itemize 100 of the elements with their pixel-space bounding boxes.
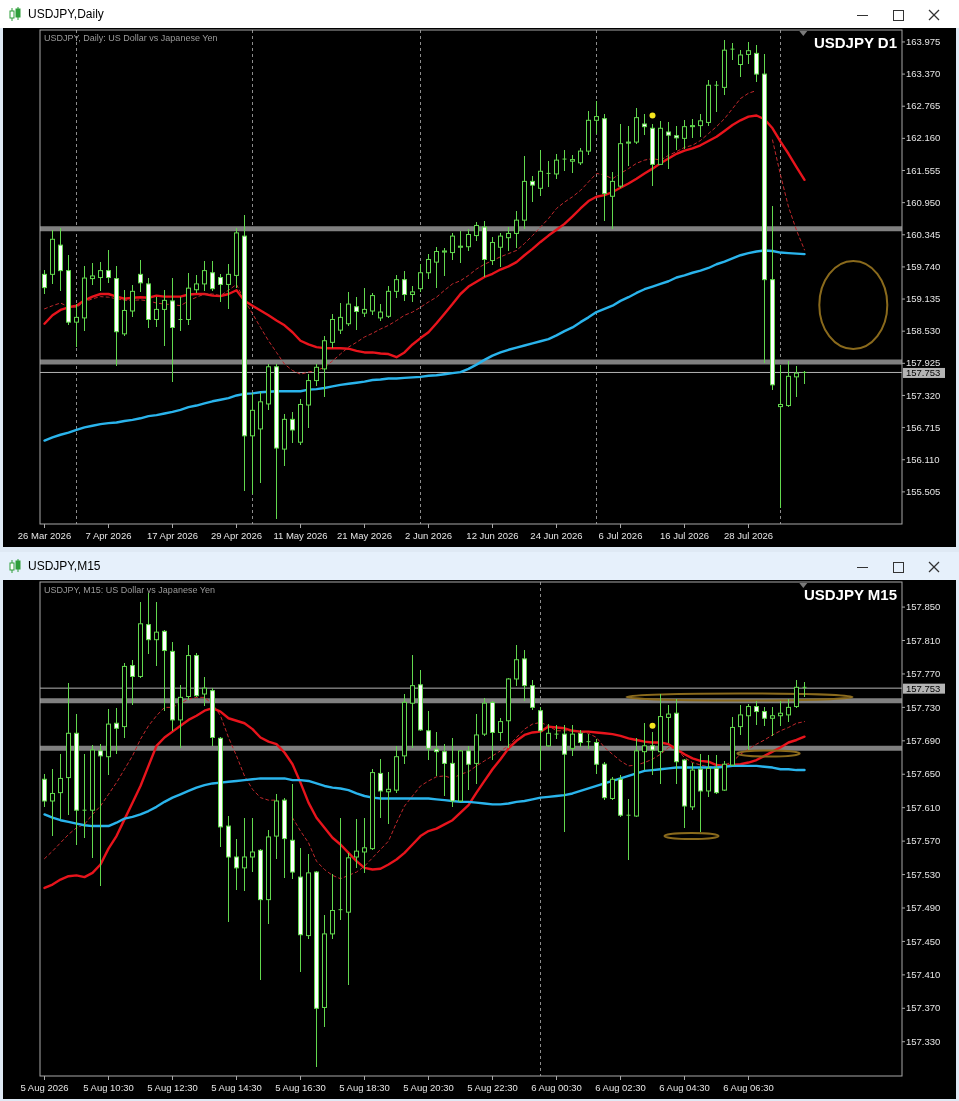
y-tick-label: 155.505 bbox=[906, 486, 941, 497]
x-tick-label: 6 Aug 00:30 bbox=[531, 1082, 582, 1093]
y-tick-label: 157.450 bbox=[906, 935, 941, 947]
candlestick bbox=[426, 253, 431, 279]
candlestick bbox=[426, 711, 431, 760]
candlestick bbox=[338, 818, 343, 921]
candlestick bbox=[226, 263, 231, 310]
y-tick-label: 159.135 bbox=[906, 293, 941, 305]
candlestick bbox=[114, 707, 119, 754]
candlestick bbox=[802, 371, 807, 384]
chart-subtitle: USDJPY, M15: US Dollar vs Japanese Yen bbox=[44, 585, 215, 595]
candlestick bbox=[450, 232, 455, 260]
x-tick-label: 7 Apr 2026 bbox=[85, 530, 132, 541]
candlestick bbox=[514, 210, 519, 248]
y-tick-label: 157.490 bbox=[906, 902, 941, 914]
x-tick-label: 5 Aug 18:30 bbox=[339, 1082, 390, 1093]
candlestick bbox=[738, 705, 743, 735]
candlestick bbox=[314, 363, 319, 387]
candlestick bbox=[242, 818, 247, 891]
candlestick bbox=[674, 125, 679, 151]
candlestick bbox=[354, 296, 359, 330]
chart-title: USDJPY,M15 bbox=[28, 559, 101, 573]
y-tick-label: 157.850 bbox=[906, 601, 941, 613]
candlestick bbox=[698, 114, 703, 138]
line-series bbox=[43, 249, 806, 442]
candlestick bbox=[554, 153, 559, 180]
x-tick-label: 29 Apr 2026 bbox=[210, 530, 263, 541]
candlestick bbox=[466, 229, 471, 251]
candlestick bbox=[738, 49, 743, 77]
candlestick bbox=[746, 704, 751, 750]
candlestick bbox=[666, 121, 671, 170]
candlestick bbox=[514, 645, 519, 687]
candlestick bbox=[498, 232, 503, 268]
candlestick bbox=[154, 601, 159, 667]
text: USDJPY D1 bbox=[813, 34, 897, 51]
x-tick-label: 6 Aug 04:30 bbox=[659, 1082, 710, 1093]
candlestick bbox=[362, 287, 367, 317]
candlestick bbox=[154, 297, 159, 327]
y-tick-label: 157.690 bbox=[906, 734, 941, 746]
candlestick bbox=[90, 262, 95, 285]
candlestick bbox=[562, 149, 567, 171]
y-tick-label: 157.650 bbox=[906, 768, 941, 780]
candlestick bbox=[554, 725, 559, 739]
candlestick bbox=[770, 706, 775, 737]
x-tick-label: 5 Aug 22:30 bbox=[467, 1082, 518, 1093]
candlestick bbox=[714, 81, 719, 112]
candlestick bbox=[330, 874, 335, 939]
candlestick bbox=[74, 303, 79, 348]
candlestick bbox=[626, 798, 631, 861]
candlestick bbox=[362, 818, 367, 873]
ref-line-label: 157.753 bbox=[906, 682, 941, 694]
candlestick bbox=[642, 722, 647, 770]
x-tick-label: 6 Jul 2026 bbox=[598, 530, 643, 541]
y-tick-label: 157.530 bbox=[906, 868, 941, 880]
x-tick-label: 24 Jun 2026 bbox=[530, 530, 583, 541]
chart-subtitle: USDJPY, Daily: US Dollar vs Japanese Yen bbox=[44, 33, 218, 43]
candlestick bbox=[698, 753, 703, 833]
candlestick bbox=[794, 680, 799, 708]
candlestick bbox=[794, 366, 799, 398]
y-tick-label: 163.370 bbox=[906, 68, 941, 80]
ref-line-label: 157.753 bbox=[906, 367, 941, 379]
candlestick bbox=[346, 292, 351, 326]
candlestick bbox=[762, 706, 767, 727]
x-tick-label: 2 Jun 2026 bbox=[404, 530, 453, 541]
candlestick bbox=[234, 838, 239, 891]
x-tick-label: 17 Apr 2026 bbox=[146, 530, 199, 541]
candlestick bbox=[746, 41, 751, 64]
y-tick-label: 161.555 bbox=[906, 164, 941, 176]
candlestick bbox=[202, 676, 207, 707]
candlestick bbox=[50, 768, 55, 836]
candlestick bbox=[754, 44, 759, 83]
candlestick bbox=[178, 685, 183, 748]
candlestick bbox=[626, 126, 631, 166]
y-tick-label: 157.730 bbox=[906, 701, 941, 713]
y-tick-label: 157.925 bbox=[906, 357, 941, 369]
line-series bbox=[43, 764, 806, 828]
candlestick bbox=[210, 261, 215, 291]
candlestick bbox=[138, 260, 143, 293]
x-tick-label: 6 Aug 02:30 bbox=[595, 1082, 646, 1093]
x-tick-label: 6 Aug 06:30 bbox=[723, 1082, 774, 1093]
candlestick bbox=[290, 411, 295, 443]
candlestick bbox=[250, 818, 255, 872]
candlestick bbox=[650, 731, 655, 775]
y-tick-label: 163.975 bbox=[906, 36, 941, 48]
y-tick-label: 156.715 bbox=[906, 421, 941, 433]
candlestick bbox=[162, 289, 167, 347]
candlestick bbox=[330, 314, 335, 348]
y-tick-label: 157.410 bbox=[906, 968, 941, 980]
candlestick bbox=[546, 724, 551, 748]
y-tick-label: 157.610 bbox=[906, 801, 941, 813]
candlestick bbox=[202, 261, 207, 291]
annotation: USDJPY M15 bbox=[803, 586, 897, 603]
candlestick bbox=[562, 725, 567, 833]
y-tick-label: 162.160 bbox=[906, 132, 941, 144]
candlestick bbox=[354, 818, 359, 869]
x-tick-label: 5 Aug 16:30 bbox=[275, 1082, 326, 1093]
candlestick bbox=[682, 119, 687, 149]
candlestick bbox=[402, 270, 407, 302]
candlestick bbox=[730, 43, 735, 61]
y-tick-label: 162.765 bbox=[906, 100, 941, 112]
